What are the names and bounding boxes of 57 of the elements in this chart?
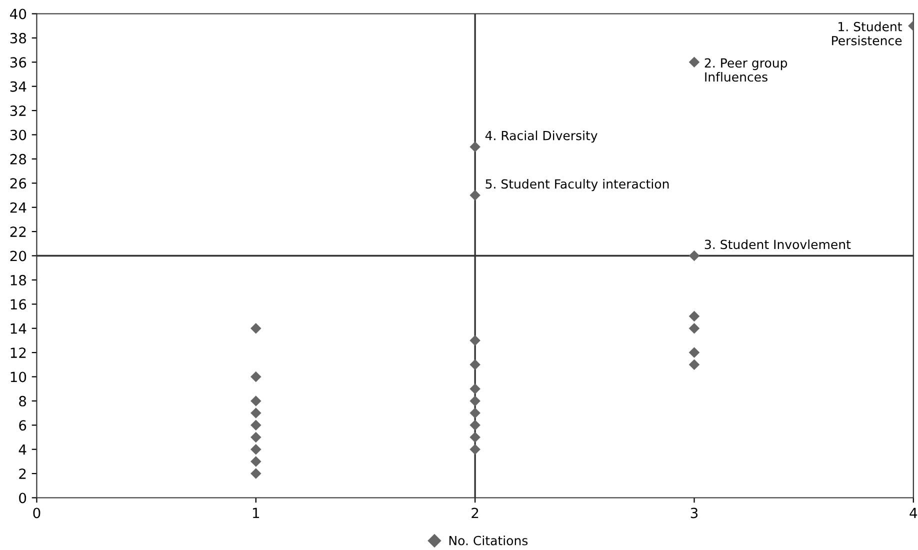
point bbox=[250, 432, 262, 443]
point bbox=[688, 310, 700, 322]
point bbox=[250, 371, 262, 382]
point bbox=[470, 432, 480, 443]
annotation: 5. Student Faculty interaction bbox=[486, 178, 669, 192]
y-tick-label: 10 bbox=[10, 372, 26, 382]
y-tick-label: 8 bbox=[19, 396, 26, 406]
y-tick-label: 6 bbox=[19, 420, 26, 431]
point bbox=[688, 359, 700, 370]
y-tick-label: 22 bbox=[10, 226, 26, 237]
x-tick-label: 4 bbox=[910, 508, 918, 518]
x-tick-label: 3 bbox=[690, 508, 698, 518]
y-tick-label: 32 bbox=[10, 106, 26, 116]
point bbox=[470, 383, 480, 394]
point bbox=[470, 420, 480, 431]
annotation: 2. Peer group Influences bbox=[704, 58, 788, 82]
y-tick-label: 0 bbox=[19, 492, 26, 504]
y-tick-label: 16 bbox=[10, 299, 26, 310]
annotation: 4. Racial Diversity bbox=[485, 130, 598, 143]
y-tick-label: 24 bbox=[10, 202, 26, 213]
y-tick-label: 38 bbox=[10, 32, 26, 44]
point bbox=[470, 335, 480, 346]
point bbox=[470, 408, 480, 418]
y-tick-label: 26 bbox=[10, 178, 26, 189]
x-tick-label: 1 bbox=[253, 508, 260, 518]
point bbox=[688, 250, 700, 262]
point bbox=[470, 141, 480, 152]
point bbox=[250, 468, 262, 479]
point bbox=[250, 396, 262, 406]
point bbox=[250, 408, 262, 418]
x-tick-label: 0 bbox=[33, 508, 40, 518]
y-tick-label: 30 bbox=[10, 130, 26, 140]
point bbox=[688, 322, 700, 334]
point bbox=[688, 56, 700, 68]
y-tick-label: 20 bbox=[10, 250, 26, 262]
point bbox=[470, 190, 480, 201]
point bbox=[470, 396, 480, 406]
annotation: 1. Student Persistence bbox=[832, 22, 902, 46]
y-tick-label: 36 bbox=[10, 57, 26, 68]
y-tick-label: 28 bbox=[10, 154, 26, 164]
annotation: 3. Student Invovlement bbox=[704, 239, 851, 250]
x-tick-label: 2 bbox=[472, 508, 478, 518]
point bbox=[688, 347, 700, 358]
point bbox=[250, 444, 262, 455]
y-tick-label: 18 bbox=[10, 274, 26, 286]
y-tick-label: 12 bbox=[10, 348, 26, 358]
legend-label: No. Citations bbox=[449, 536, 528, 546]
y-tick-label: 34 bbox=[10, 81, 26, 92]
point bbox=[250, 456, 262, 467]
y-tick-label: 40 bbox=[10, 8, 26, 20]
point bbox=[470, 359, 480, 370]
y-tick-label: 14 bbox=[10, 324, 26, 334]
point bbox=[470, 444, 480, 455]
point bbox=[250, 420, 262, 431]
y-tick-label: 2 bbox=[19, 468, 26, 479]
point bbox=[250, 322, 262, 334]
y-tick-label: 4 bbox=[18, 444, 26, 455]
